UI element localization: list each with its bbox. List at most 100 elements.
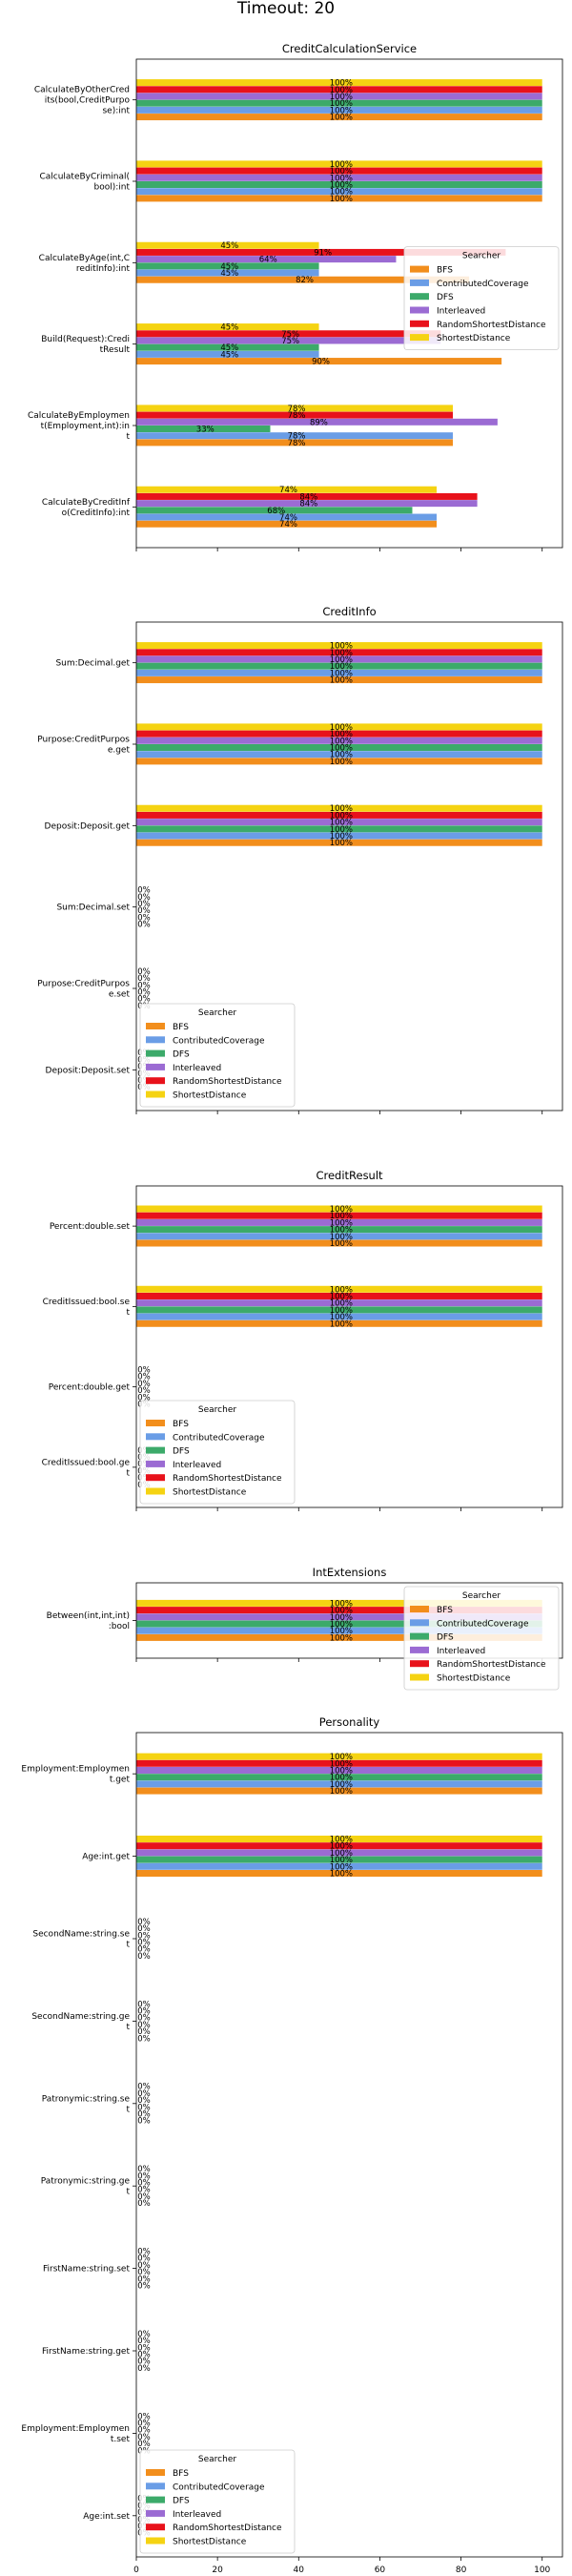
legend-box	[403, 1586, 560, 1691]
data-label: 100%	[330, 1759, 353, 1769]
bar-RandomShortestDistance	[136, 86, 542, 93]
data-label: 100%	[330, 723, 353, 733]
legend-swatch	[410, 320, 429, 327]
data-label: 100%	[330, 195, 353, 204]
legend-entry: DFS	[173, 1447, 190, 1457]
data-label: 100%	[330, 188, 353, 197]
plot-frame	[135, 1582, 563, 1659]
bar-Interleaved	[136, 337, 441, 344]
data-label: 100%	[330, 1774, 353, 1783]
bar-ShortestDistance	[136, 241, 319, 249]
data-label: 100%	[330, 1299, 353, 1309]
legend-entry: DFS	[437, 293, 454, 302]
bar-Interleaved	[136, 1218, 542, 1226]
legend-entry: RandomShortestDistance	[437, 321, 546, 330]
legend-title: Searcher	[462, 1591, 500, 1601]
data-label: 0%	[137, 2083, 151, 2092]
bar-Interleaved	[136, 737, 542, 744]
y-tick-label: FirstName:string.set	[43, 2265, 130, 2275]
bar-ShortestDistance	[136, 642, 542, 650]
y-tick-label: t	[126, 2023, 130, 2032]
data-label: 0%	[137, 981, 151, 990]
bar-ShortestDistance	[136, 723, 542, 731]
data-label: 100%	[330, 1842, 353, 1852]
data-label: 100%	[330, 1627, 353, 1636]
data-label: 100%	[330, 181, 353, 191]
bar-BFS	[136, 114, 542, 121]
bar-ContributedCoverage	[136, 188, 542, 196]
legend-entry: BFS	[437, 266, 453, 276]
data-label: 100%	[330, 1285, 353, 1295]
data-label: 0%	[137, 2110, 151, 2120]
data-label: 0%	[137, 2117, 151, 2127]
legend-swatch	[410, 1646, 429, 1653]
legend-swatch	[410, 293, 429, 301]
legend-entry: RandomShortestDistance	[173, 2524, 282, 2533]
data-label: 100%	[330, 737, 353, 746]
y-tick-label: t	[126, 2188, 130, 2197]
bar-ContributedCoverage	[136, 269, 319, 277]
legend-entry: RandomShortestDistance	[437, 1660, 546, 1670]
legend-swatch	[146, 2496, 165, 2503]
data-label: 100%	[330, 751, 353, 760]
bar-RandomShortestDistance	[136, 811, 542, 819]
bar-Interleaved	[136, 1849, 542, 1857]
y-tick-label: Percent:double.get	[49, 1383, 131, 1393]
y-tick-label: its(bool,CreditPurpo	[45, 96, 131, 106]
legend-swatch	[410, 1606, 429, 1612]
data-label: 100%	[330, 1313, 353, 1322]
data-label: 0%	[137, 2351, 151, 2360]
bar-BFS	[136, 195, 542, 202]
legend-title: Searcher	[462, 252, 500, 261]
bar-RandomShortestDistance	[136, 330, 441, 338]
plot-frame	[135, 58, 563, 549]
plot-frame	[135, 621, 563, 1111]
bar-DFS	[136, 1620, 542, 1628]
data-label: 0%	[137, 2420, 151, 2429]
bar-RandomShortestDistance	[136, 730, 542, 737]
data-label: 89%	[310, 418, 328, 427]
bar-ContributedCoverage	[136, 513, 438, 521]
legend-entry: ShortestDistance	[173, 2538, 247, 2547]
data-label: 100%	[330, 649, 353, 658]
legend-entry: DFS	[173, 1050, 190, 1060]
data-label: 0%	[137, 921, 151, 930]
legend-entry: RandomShortestDistance	[173, 1474, 282, 1484]
legend-entry: RandomShortestDistance	[173, 1077, 282, 1087]
data-label: 0%	[137, 2261, 151, 2271]
data-label: 0%	[137, 2337, 151, 2346]
data-label: 0%	[137, 1939, 151, 1948]
y-tick-label: t.set	[111, 2435, 131, 2444]
data-label: 0%	[137, 1952, 151, 1962]
legend-swatch	[146, 1460, 165, 1467]
y-tick-label: tResult	[100, 345, 131, 355]
bar-RandomShortestDistance	[136, 649, 542, 656]
data-label: 45%	[220, 343, 238, 353]
bar-Interleaved	[136, 93, 542, 100]
legend-entry: ShortestDistance	[437, 1674, 511, 1684]
data-label: 0%	[137, 2021, 151, 2030]
legend-box	[139, 1003, 296, 1108]
legend-entry: ShortestDistance	[173, 1091, 247, 1101]
plot-frame	[135, 1185, 563, 1508]
data-label: 74%	[279, 520, 297, 530]
data-label: 100%	[330, 669, 353, 678]
data-label: 45%	[220, 241, 238, 251]
y-tick-label: CalculateByOtherCred	[34, 86, 130, 95]
data-label: 100%	[330, 1862, 353, 1872]
y-tick-label: Build(Request):Credi	[41, 335, 130, 344]
legend-swatch	[410, 1632, 429, 1640]
data-label: 91%	[314, 248, 332, 258]
legend-entry: ShortestDistance	[437, 334, 511, 343]
data-label: 100%	[330, 1870, 353, 1880]
y-tick-label: :bool	[109, 1622, 130, 1631]
x-tick-label: 20	[212, 2566, 223, 2575]
data-label: 0%	[137, 967, 151, 977]
bar-BFS	[136, 1319, 542, 1327]
data-label: 0%	[137, 2179, 151, 2189]
bar-ContributedCoverage	[136, 1233, 542, 1240]
data-label: 0%	[137, 1373, 151, 1382]
data-label: 0%	[137, 2089, 151, 2099]
data-label: 0%	[137, 1931, 151, 1941]
data-label: 0%	[137, 2358, 151, 2367]
